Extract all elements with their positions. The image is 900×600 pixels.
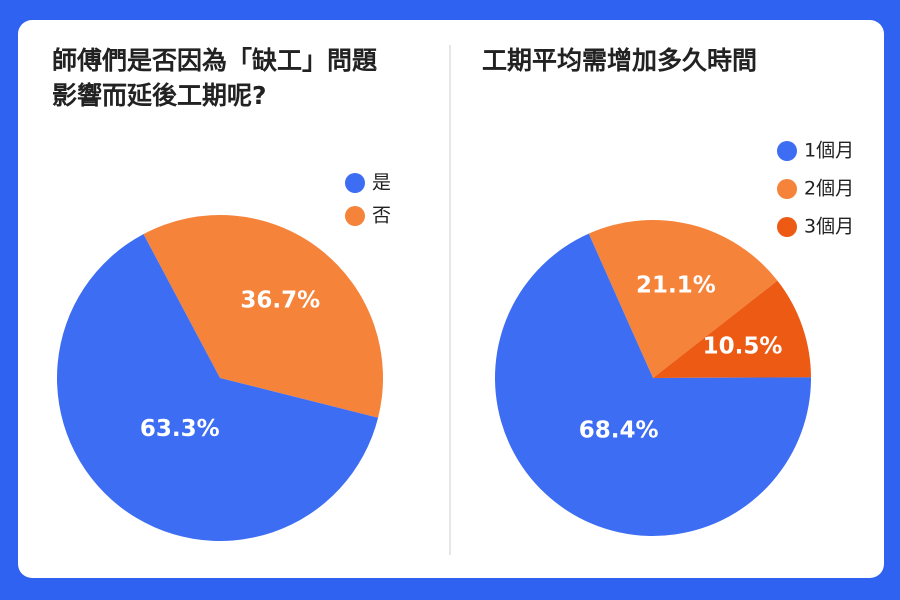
legend-swatch xyxy=(777,179,797,199)
data-label: 36.7% xyxy=(240,287,320,313)
legend-swatch xyxy=(345,206,365,226)
legend-swatch xyxy=(777,217,797,237)
data-label: 21.1% xyxy=(636,273,716,299)
legend-label: 1個月 xyxy=(804,140,854,162)
pie-slice xyxy=(494,233,811,537)
pie-slice xyxy=(588,219,778,378)
legend-swatch xyxy=(777,141,797,161)
data-label: 68.4% xyxy=(579,418,659,444)
pie-slice xyxy=(143,215,383,418)
legend-label: 是 xyxy=(372,172,391,194)
legend-label: 2個月 xyxy=(804,178,854,200)
chart-title: 師傅們是否因為「缺工」問題 xyxy=(52,46,378,75)
data-label: 63.3% xyxy=(140,416,220,442)
legend-label: 否 xyxy=(372,205,391,227)
chart-title: 影響而延後工期呢? xyxy=(52,81,267,110)
legend-swatch xyxy=(345,173,365,193)
data-label: 10.5% xyxy=(703,333,783,359)
pie-slice xyxy=(56,234,379,542)
legend-label: 3個月 xyxy=(804,216,854,238)
chart-title: 工期平均需增加多久時間 xyxy=(482,46,757,75)
pie-slice xyxy=(653,280,811,378)
